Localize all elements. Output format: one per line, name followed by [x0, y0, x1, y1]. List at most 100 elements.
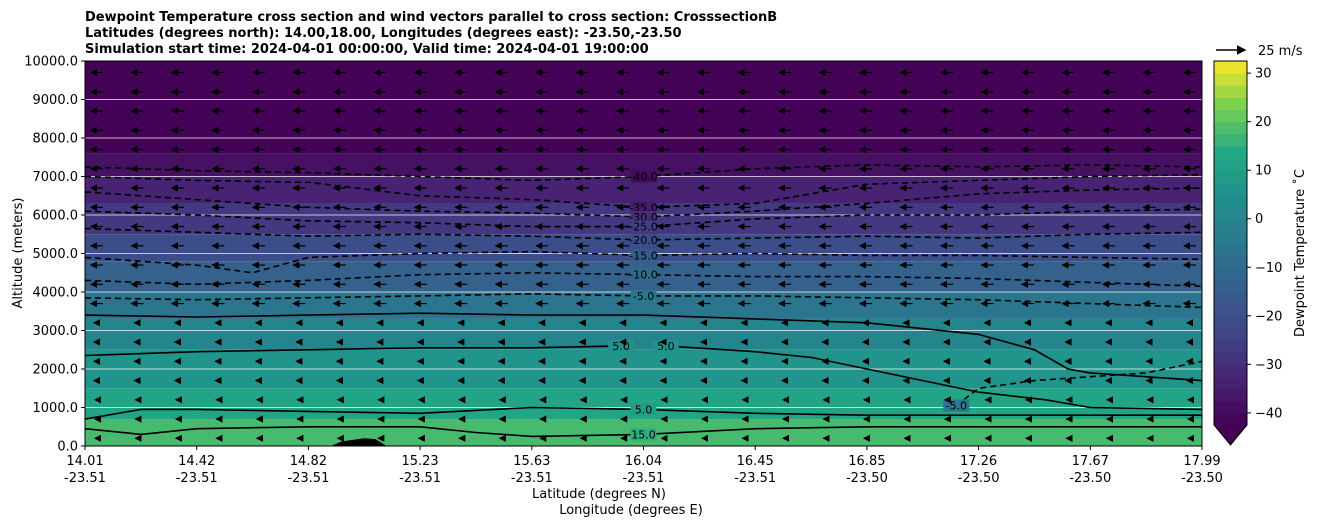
y-axis: 0.0 1000.0 2000.0 3000.0 4000.0 5000.0 6000.0 7…: [24, 55, 85, 455]
contour-1: [84, 173, 1203, 209]
x-tick-lat: 14.82: [290, 454, 327, 469]
colorbar-segment: [1214, 388, 1247, 402]
contour-label-bg-4: [630, 234, 657, 247]
y-tick-label: 1000.0: [33, 401, 79, 416]
colorbar-segment: [1214, 315, 1247, 329]
y-tick-label: 5000.0: [33, 247, 79, 262]
x-tick-lat: 14.42: [178, 454, 215, 469]
colorbar-segment: [1214, 145, 1247, 159]
y-tick-label: 6000.0: [33, 209, 79, 224]
x-tick-lon: -23.51: [176, 471, 218, 486]
contour-label-bg-7: [630, 289, 657, 302]
x-tick-lat: 16.85: [848, 454, 885, 469]
colorbar-label: Dewpoint Temperature ˚C: [1292, 169, 1308, 337]
colorbar-extend-min: [1214, 425, 1247, 445]
contour-label-bg-0: [630, 170, 657, 183]
plot-area: -40.0-35.0-30.0-25.0-20.0-15.0-10.0-5.0-…: [84, 60, 1203, 447]
x-axis-label: Latitude (degrees N): [532, 487, 666, 502]
y-tick-label: 3000.0: [33, 324, 79, 339]
y-tick-label: 7000.0: [33, 170, 79, 185]
title-line-1: Dewpoint Temperature cross section and w…: [85, 10, 777, 25]
title-line-3: Simulation start time: 2024-04-01 00:00:…: [85, 42, 649, 57]
contour-label-bg-11: [652, 339, 679, 352]
colorbar-segment: [1214, 121, 1247, 135]
contour-4: [84, 227, 1203, 241]
colorbar-segment: [1214, 400, 1247, 414]
contour-7: [84, 293, 1203, 309]
x-axis-label-2: Longitude (degrees E): [559, 503, 703, 518]
colorbar-segment: [1214, 85, 1247, 98]
contour-label-7: -5.0: [633, 290, 654, 303]
contour-9: [84, 312, 1203, 382]
colorbar-segment: [1214, 158, 1247, 171]
x-tick-lat: 17.67: [1072, 454, 1109, 469]
colorbar-segment: [1214, 364, 1247, 378]
contour-label-6: -10.0: [629, 269, 657, 282]
field-layer-10: [85, 61, 1202, 154]
colorbar-frame: [1213, 60, 1248, 446]
y-tick-label: 0.0: [57, 440, 78, 455]
contour-label-5: -15.0: [629, 249, 657, 262]
field-layer-9: [85, 153, 1202, 177]
contour-label-4: -20.0: [629, 234, 657, 247]
contour-label-bg-10: [608, 339, 635, 352]
colorbar-tick-label: 30: [1255, 67, 1272, 82]
x-tick-lat: 17.26: [960, 454, 997, 469]
title-line-2: Latitudes (degrees north): 14.00,18.00, …: [85, 26, 682, 41]
colorbar-segment: [1214, 279, 1247, 293]
colorbar-segment: [1214, 303, 1247, 317]
colorbar-segment: [1214, 412, 1247, 426]
colorbar-segment: [1214, 206, 1247, 220]
colorbar-segment: [1214, 109, 1247, 123]
contour-13: [84, 426, 1202, 438]
x-tick-lat: 16.04: [625, 454, 662, 469]
colorbar: −40 −30 −20 −10 0 10 20 30: [1213, 60, 1282, 446]
contour-lines: -40.0-35.0-30.0-25.0-20.0-15.0-10.0-5.0-…: [84, 164, 1203, 441]
x-tick-lat: 16.45: [737, 454, 774, 469]
wind-vectors: [89, 68, 1196, 442]
colorbar-tick-label: −40: [1255, 406, 1282, 421]
colorbar-segment: [1214, 194, 1247, 208]
contour-label-0: -40.0: [629, 171, 657, 184]
y-tick-label: 2000.0: [33, 363, 79, 378]
contour-3: [84, 208, 1203, 228]
x-tick-lon: -23.50: [1181, 471, 1223, 486]
field-layer-3: [85, 318, 1202, 350]
terrain-shape: [330, 438, 387, 446]
contour-label-3: -25.0: [629, 221, 657, 234]
x-tick-lon: -23.51: [511, 471, 553, 486]
colorbar-segment: [1214, 61, 1247, 74]
quiver-key-label: 25 m/s: [1258, 44, 1303, 59]
chart-title: Dewpoint Temperature cross section and w…: [85, 10, 777, 57]
contour-12: [84, 406, 1202, 420]
colorbar-segment: [1214, 73, 1247, 86]
x-axis: 14.01 -23.51 14.42 -23.51 14.82 -23.51 15.23 -2…: [64, 446, 1223, 486]
contour-label-bg-5: [630, 249, 657, 262]
y-tick-label: 9000.0: [33, 93, 79, 108]
colorbar-segment: [1214, 376, 1247, 390]
y-tick-label: 10000.0: [24, 55, 78, 70]
colorbar-segment: [1214, 182, 1247, 196]
x-tick-lon: -23.50: [958, 471, 1000, 486]
colorbar-segment: [1214, 352, 1247, 365]
x-tick-lon: -23.51: [287, 471, 329, 486]
x-tick-lon: -23.51: [623, 471, 665, 486]
contour-label-bg-13: [630, 428, 657, 441]
colorbar-tick-label: 0: [1255, 212, 1263, 227]
x-tick-lon: -23.51: [64, 471, 106, 486]
x-tick-lon: -23.50: [846, 471, 888, 486]
contour-label-bg-3: [630, 220, 657, 233]
colorbar-segment: [1214, 327, 1247, 341]
x-tick-lat: 15.23: [401, 454, 438, 469]
contour-0: [84, 164, 1203, 182]
contour-label-8: -5.0: [946, 400, 967, 413]
colorbar-segment: [1214, 243, 1247, 256]
colorbar-tick-label: −20: [1255, 309, 1282, 324]
contour-6: [84, 271, 1203, 287]
contour-label-13: 15.0: [631, 428, 656, 441]
x-tick-lon: -23.50: [1069, 471, 1111, 486]
colorbar-segment: [1214, 218, 1247, 232]
colorbar-segment: [1214, 97, 1247, 111]
y-tick-label: 4000.0: [33, 286, 79, 301]
